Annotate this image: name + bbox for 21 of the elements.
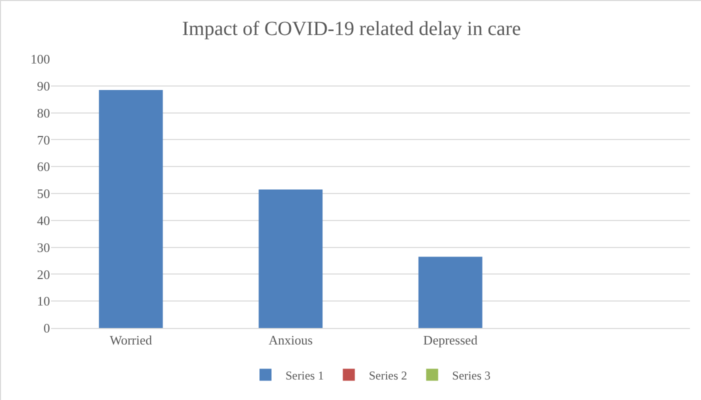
- legend-label: Series 3: [452, 368, 490, 382]
- y-tick-label: 20: [37, 266, 50, 282]
- x-tick-label: Depressed: [423, 332, 478, 348]
- y-tick-label: 60: [37, 159, 50, 174]
- legend-label: Series 2: [368, 368, 408, 382]
- legend-label: Series 1: [286, 368, 324, 382]
- y-tick-label: 70: [37, 132, 50, 148]
- bar: [258, 189, 323, 328]
- y-tick-label: 10: [37, 294, 50, 309]
- x-tick-label: Anxious: [268, 332, 313, 348]
- y-tick-label: 30: [37, 240, 50, 255]
- y-tick-label: 0: [44, 320, 50, 336]
- bar: [98, 90, 163, 328]
- y-tick-label: 90: [37, 78, 50, 94]
- x-tick-label: Worried: [110, 332, 153, 348]
- y-tick-label: 80: [37, 105, 50, 120]
- y-tick-label: 40: [37, 212, 50, 228]
- y-tick-label: 100: [30, 52, 50, 67]
- y-tick-label: 50: [37, 186, 50, 202]
- chart-title: Impact of COVID-19 related delay in care: [182, 18, 521, 40]
- bar: [418, 256, 482, 328]
